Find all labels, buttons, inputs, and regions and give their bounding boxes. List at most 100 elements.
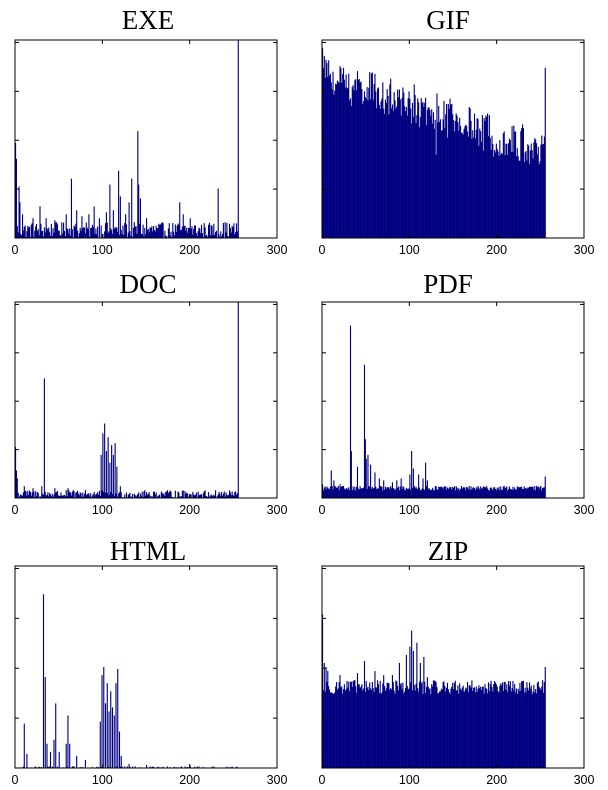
histogram-bar	[58, 751, 60, 768]
histogram-bar	[162, 494, 164, 498]
histogram-bar	[482, 486, 484, 498]
histogram-bar	[460, 486, 462, 498]
histogram-bar	[505, 689, 507, 768]
histogram-bar	[403, 92, 405, 238]
histogram-bar	[539, 687, 541, 768]
histogram-bar	[169, 490, 171, 498]
histogram-bar	[206, 234, 208, 238]
histogram-bar	[117, 496, 119, 498]
histogram-bar	[132, 493, 134, 498]
histogram-bar	[39, 206, 41, 238]
histogram-bar	[55, 492, 57, 498]
histogram-bar	[354, 80, 356, 238]
histogram-bar	[524, 152, 526, 238]
chart-exe: EXE 0 100 200 300	[12, 5, 288, 257]
histogram-bar	[362, 487, 364, 498]
histogram-bar	[184, 225, 186, 238]
histogram-bar	[165, 491, 167, 498]
x-tick-label: 200	[179, 243, 200, 257]
histogram-bar	[332, 71, 334, 238]
histogram-bar	[111, 445, 113, 498]
histogram-bar	[184, 766, 186, 768]
histogram-bar	[542, 144, 544, 238]
histogram-bar	[79, 492, 81, 498]
histogram-bar	[357, 79, 359, 238]
histogram-bar	[162, 766, 164, 768]
histogram-bar	[430, 490, 432, 498]
histogram-bar	[486, 116, 488, 238]
histogram-bar	[481, 488, 483, 498]
histogram-bar	[147, 228, 149, 238]
histogram-bar	[493, 487, 495, 498]
histogram-bar	[429, 110, 431, 238]
histogram-bar	[100, 766, 102, 768]
histogram-bar	[501, 490, 503, 498]
histogram-bar	[90, 227, 93, 238]
histogram-bar	[538, 164, 540, 238]
histogram-bar	[225, 232, 227, 238]
histogram-bar	[383, 480, 385, 498]
histogram-bar	[456, 690, 458, 768]
histogram-bar	[490, 150, 492, 238]
histogram-bar	[32, 488, 34, 498]
histogram-bar	[453, 488, 455, 498]
histogram-bar	[208, 224, 210, 238]
histogram-bar	[504, 488, 506, 498]
histogram-bar	[49, 751, 52, 768]
histogram-bar	[157, 228, 159, 238]
histogram-bar	[46, 495, 48, 498]
histogram-bar	[366, 688, 368, 768]
histogram-bar	[418, 474, 420, 498]
histogram-bar	[63, 495, 65, 498]
histogram-bar	[401, 688, 403, 768]
histogram-bar	[355, 686, 357, 768]
histogram-bar	[111, 493, 114, 498]
histogram-bar	[336, 487, 338, 498]
histogram-bar	[94, 234, 96, 238]
histogram-bar	[521, 681, 523, 768]
histogram-bar	[187, 766, 189, 768]
histogram-bar	[440, 688, 442, 768]
histogram-bar	[203, 223, 205, 238]
histogram-bar	[495, 684, 497, 768]
histogram-bar	[217, 494, 219, 498]
histogram-bar	[346, 680, 348, 768]
histogram-bar	[116, 466, 118, 498]
histogram-bar	[144, 490, 146, 498]
histogram-bar	[334, 692, 336, 768]
histogram-bar	[414, 95, 416, 238]
histogram-bar	[355, 79, 357, 239]
histogram-bar	[364, 691, 366, 768]
histogram-bar	[337, 81, 339, 238]
histogram-bar	[112, 454, 114, 498]
histogram-bar	[442, 119, 444, 238]
histogram-bar	[492, 691, 494, 768]
histogram-bar	[383, 108, 385, 238]
histogram-bar	[491, 488, 493, 498]
histogram-bar	[404, 687, 407, 768]
histogram-bar	[119, 766, 121, 768]
histogram-bar	[209, 235, 211, 238]
histogram-bar	[533, 489, 535, 498]
histogram-bar	[399, 99, 401, 238]
histogram-bar	[512, 151, 514, 238]
histogram-bar	[356, 673, 359, 768]
histogram-bar	[534, 692, 536, 768]
histogram-bar	[377, 87, 380, 239]
histogram-bar	[377, 488, 379, 498]
histogram-bar	[530, 143, 532, 238]
histogram-bar	[90, 228, 92, 238]
histogram-bar	[170, 491, 172, 498]
histogram-bar	[447, 104, 449, 238]
histogram-bar	[157, 766, 159, 768]
histogram-bar	[522, 128, 524, 238]
histogram-bar	[30, 224, 32, 238]
histogram-bar	[453, 682, 455, 768]
chart-title: GIF	[426, 5, 470, 35]
histogram-bar	[201, 494, 203, 498]
histogram-bar	[187, 232, 189, 238]
histogram-bar	[501, 154, 504, 238]
histogram-bar	[214, 490, 217, 498]
histogram-bar	[335, 83, 337, 238]
histogram-bar	[415, 486, 417, 498]
